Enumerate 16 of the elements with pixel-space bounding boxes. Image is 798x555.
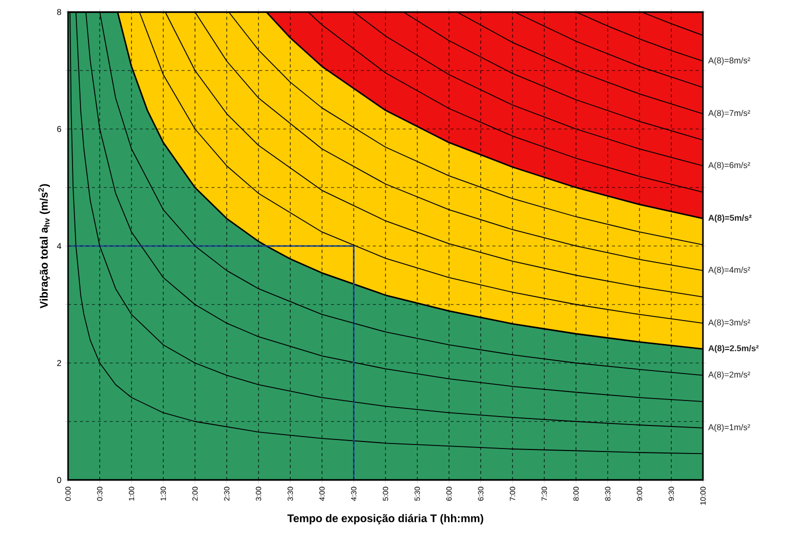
series-label: A(8)=5m/s² [708,214,752,222]
series-label: A(8)=4m/s² [708,266,750,275]
series-label: A(8)=2m/s² [708,371,750,380]
y-axis-title: Vibração total a$_{hv}$ (m/s$^{2}$) [38,184,50,308]
series-label: A(8)=1m/s² [708,424,750,432]
series-label: A(8)=7m/s² [708,110,750,118]
x-axis-title: Tempo de exposição diária T (hh:mm) [287,514,484,524]
series-label: A(8)=8m/s² [708,57,750,66]
y-tick-label: 0 [57,477,62,483]
series-label: A(8)=3m/s² [708,319,750,328]
y-tick-label: 8 [57,9,62,15]
y-tick-label: 6 [57,126,62,132]
series-label: A(8)=2.5m/s² [708,345,759,353]
series-label: A(8)=6m/s² [708,162,750,170]
y-tick-label: 2 [57,360,62,366]
y-tick-label: 4 [56,243,62,249]
